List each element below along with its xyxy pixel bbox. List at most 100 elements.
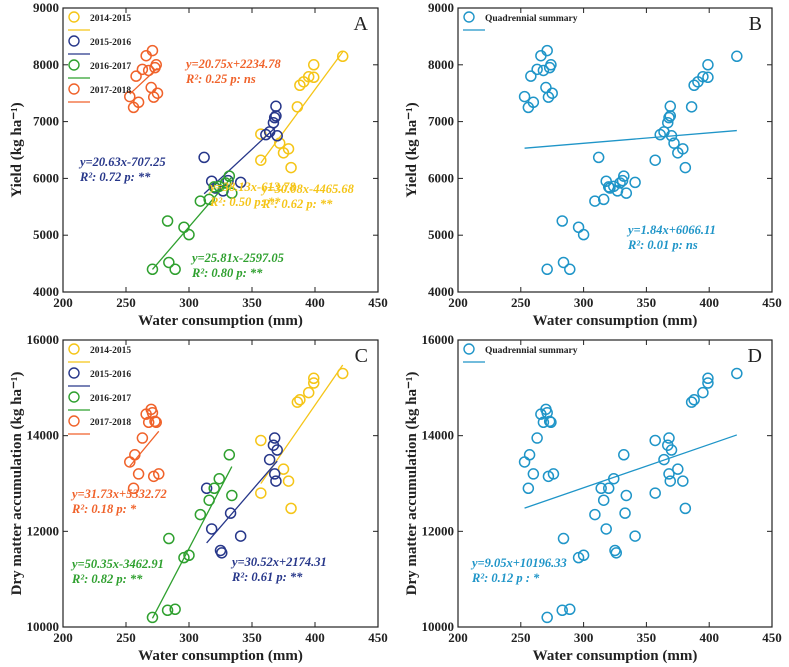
y-tick-label: 14000 — [422, 428, 455, 443]
y-tick-label: 10000 — [422, 619, 455, 634]
fit-stats: R²: 0.80 p: ** — [191, 266, 263, 280]
data-point — [602, 482, 615, 495]
data-point — [307, 377, 320, 389]
plot-frame — [457, 339, 773, 628]
data-point — [203, 193, 215, 206]
plot-frame — [457, 7, 773, 293]
data-point — [618, 449, 630, 461]
fit-stats: R²: 0.18 p: * — [71, 502, 137, 516]
data-point — [525, 70, 537, 82]
data-point — [222, 174, 234, 187]
data-point — [268, 432, 281, 444]
data-point — [665, 444, 678, 456]
x-axis-title: Water consumption (mm) — [533, 313, 698, 329]
legend-marker — [68, 35, 80, 47]
data-point — [537, 64, 550, 77]
data-point — [535, 49, 547, 62]
data-point — [664, 100, 677, 113]
x-tick-label: 300 — [574, 630, 594, 645]
data-point — [336, 367, 349, 380]
data-point — [672, 463, 684, 475]
data-point — [649, 154, 661, 166]
data-point — [307, 71, 320, 84]
data-point — [665, 130, 678, 142]
data-point — [336, 50, 349, 63]
data-point — [685, 101, 698, 113]
x-tick-label: 400 — [699, 630, 719, 645]
y-tick-label: 14000 — [27, 428, 60, 443]
y-tick-label: 12000 — [422, 523, 455, 538]
data-point — [213, 180, 225, 193]
y-axis-title: Dry matter accumulation (kg ha⁻¹) — [9, 372, 25, 596]
fit-stats: R²: 0.61 p: ** — [231, 570, 303, 584]
data-point — [658, 453, 670, 466]
data-point — [145, 81, 157, 94]
x-tick-label: 350 — [637, 630, 657, 645]
x-tick-label: 400 — [305, 630, 325, 645]
data-point — [546, 87, 558, 99]
legend-marker — [68, 343, 80, 355]
data-point — [302, 70, 315, 83]
data-point — [302, 386, 315, 399]
data-point — [677, 475, 689, 487]
data-point — [285, 161, 297, 174]
data-point — [161, 215, 174, 227]
panel-c: 200 250 300 350 400 450 10000 12000 14000 16000 Wa… — [9, 180, 388, 664]
data-point — [146, 611, 159, 624]
data-point — [542, 91, 555, 103]
fit-stats: R²: 0.72 p: ** — [79, 170, 151, 184]
data-point — [556, 215, 568, 227]
legend-label: 2014-2015 — [90, 346, 131, 356]
data-point — [668, 137, 680, 149]
y-tick-label: 5000 — [428, 227, 454, 242]
legend-label: Quadrennial summary — [485, 346, 578, 356]
data-point — [679, 502, 692, 515]
legend-label: 2016-2017 — [90, 394, 131, 404]
data-point — [294, 79, 306, 91]
data-point — [223, 170, 236, 182]
data-point — [664, 475, 677, 487]
data-point — [600, 523, 612, 535]
data-point — [271, 130, 283, 142]
data-point — [679, 161, 692, 174]
data-point — [255, 487, 267, 499]
y-tick-label: 6000 — [33, 170, 59, 185]
data-point — [127, 482, 140, 495]
x-tick-label: 450 — [762, 630, 782, 645]
data-point — [161, 604, 174, 617]
data-point — [307, 372, 320, 385]
y-tick-label: 7000 — [33, 114, 59, 129]
x-tick-label: 350 — [242, 295, 262, 310]
data-point — [537, 416, 550, 429]
x-tick-label: 400 — [699, 295, 719, 310]
legend-marker — [68, 367, 80, 379]
legend-label: 2015-2016 — [90, 38, 131, 48]
data-point — [136, 63, 149, 76]
data-point — [731, 50, 743, 63]
data-point — [183, 228, 195, 241]
data-point — [208, 482, 220, 495]
data-point — [147, 91, 160, 103]
plot-frame — [62, 339, 379, 628]
panel-d: 200 250 300 350 400 450 10000 12000 14000 16000 Wa… — [404, 332, 782, 664]
x-tick-label: 450 — [762, 295, 782, 310]
x-tick-label: 250 — [511, 295, 531, 310]
data-point — [150, 59, 162, 71]
data-point — [153, 468, 165, 480]
data-point — [270, 100, 282, 113]
data-point — [531, 432, 543, 444]
legend-label: 2015-2016 — [90, 370, 131, 380]
data-point — [527, 96, 540, 109]
panel-letter: C — [355, 345, 368, 367]
data-point — [203, 494, 215, 506]
y-tick-label: 12000 — [27, 523, 60, 538]
fit-stats: R²: 0.82 p: ** — [71, 572, 143, 586]
data-point — [163, 256, 175, 269]
data-point — [268, 468, 281, 480]
data-point — [557, 256, 570, 269]
data-point — [224, 507, 237, 519]
fit-stats: R²: 0.25 p: ns — [185, 72, 256, 86]
